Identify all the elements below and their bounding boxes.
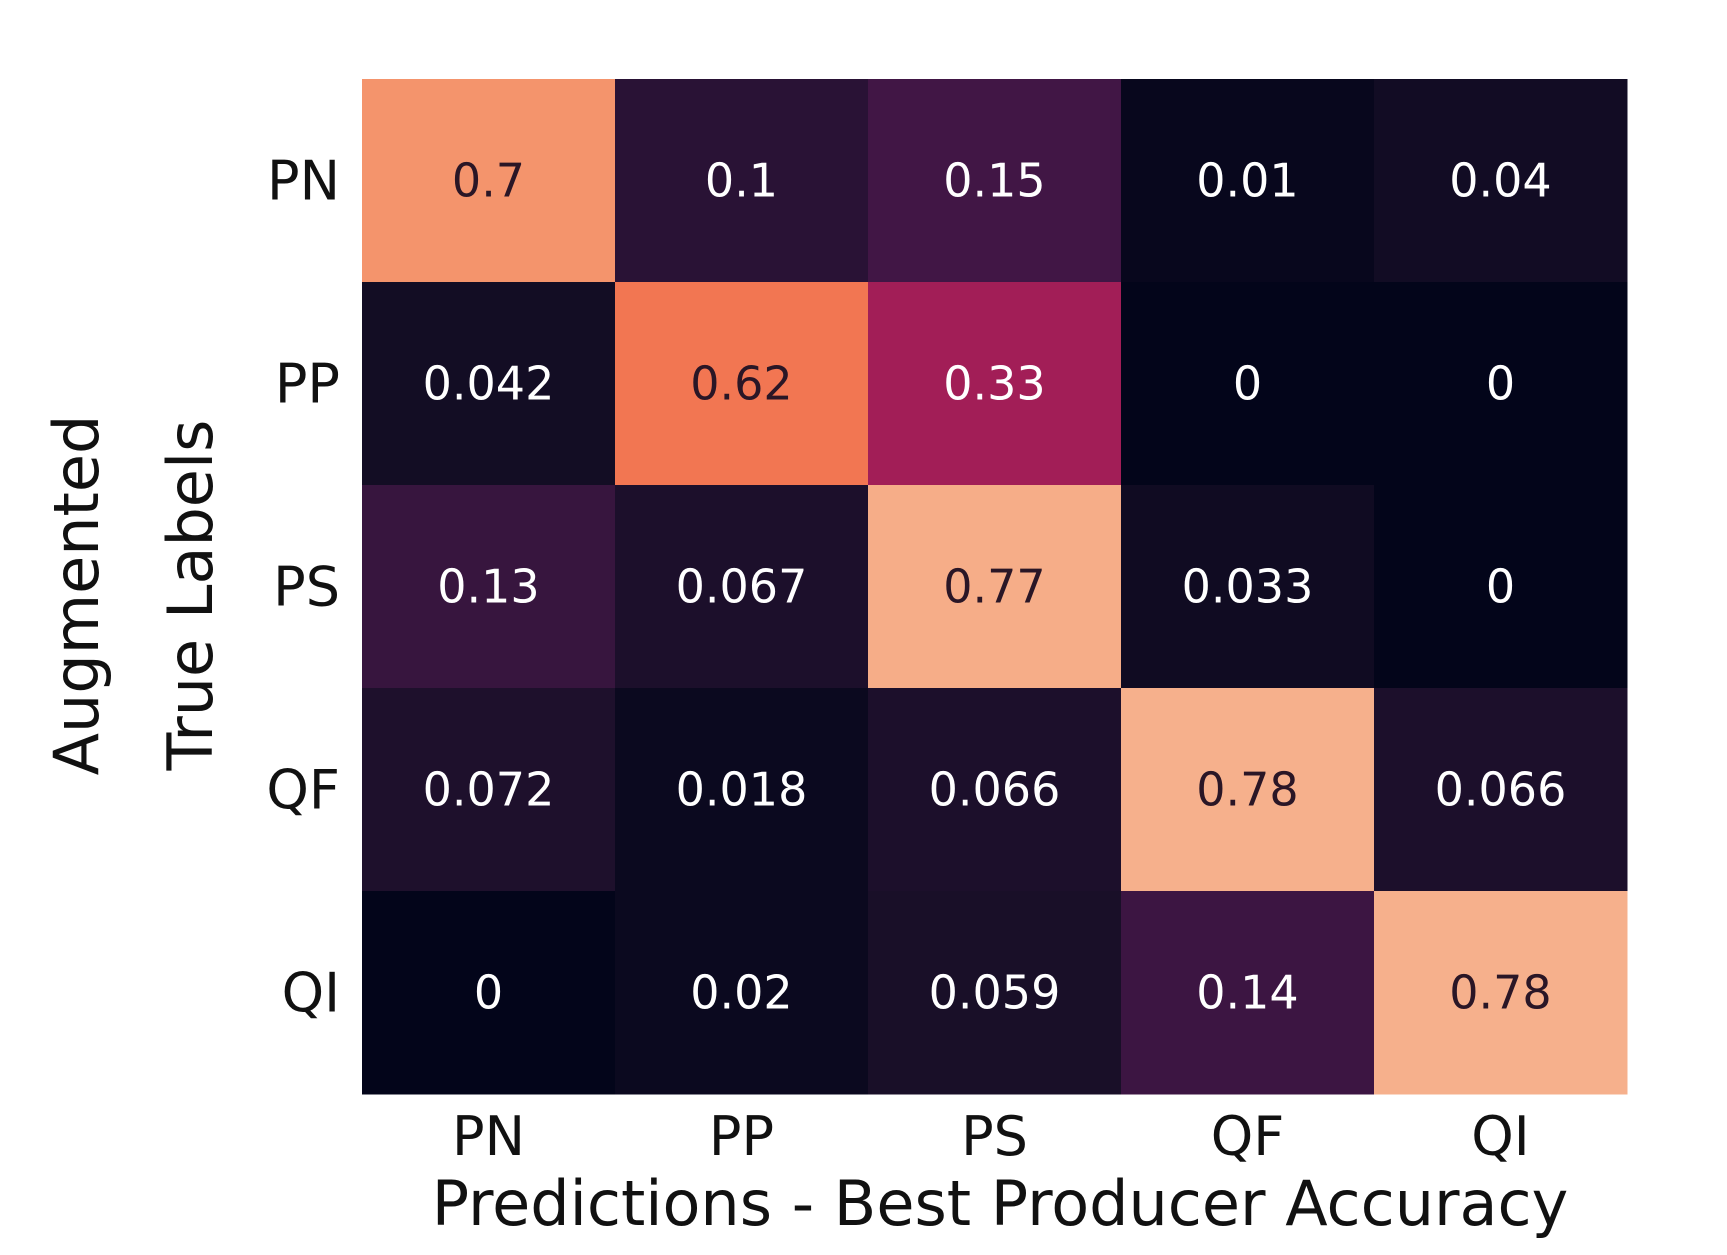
- heatmap-cell-qf-qi: [1374, 688, 1628, 892]
- cell-value-label-pp-ps: 0.33: [943, 357, 1045, 411]
- heatmap-cell-pp-ps: [868, 282, 1122, 486]
- cell-value-label-ps-ps: 0.77: [943, 560, 1045, 614]
- heatmap-cell-pp-pp: [615, 282, 869, 486]
- cell-value-label-ps-qi: 0: [1486, 560, 1515, 614]
- heatmap-cell-pn-pn: [362, 79, 616, 283]
- y-axis-label-line-2: True Labels: [154, 420, 227, 772]
- cell-value-label-pn-pp: 0.1: [705, 154, 778, 208]
- heatmap-cell-pn-qf: [1121, 79, 1375, 283]
- heatmap-cell-qf-qf: [1121, 688, 1375, 892]
- cell-value-label-qf-pn: 0.072: [423, 763, 555, 817]
- cell-value-label-pn-qf: 0.01: [1196, 154, 1298, 208]
- x-axis-label: Predictions - Best Producer Accuracy: [432, 1167, 1569, 1240]
- cell-value-label-pp-pp: 0.62: [690, 357, 792, 411]
- cell-value-label-qf-qi: 0.066: [1435, 763, 1567, 817]
- x-tick-label-pp: PP: [709, 1105, 774, 1168]
- cell-value-label-qi-pp: 0.02: [690, 966, 792, 1020]
- y-tick-label-qf: QF: [266, 759, 340, 822]
- heatmap-cell-qi-qf: [1121, 891, 1375, 1095]
- heatmap-cell-ps-pn: [362, 485, 616, 689]
- heatmap-cell-ps-qi: [1374, 485, 1628, 689]
- cell-value-label-qi-ps: 0.059: [929, 966, 1061, 1020]
- y-axis-label-line-1: Augmented: [40, 415, 113, 776]
- x-tick-label-ps: PS: [961, 1105, 1028, 1168]
- x-tick-label-qi: QI: [1471, 1105, 1529, 1168]
- heatmap-cell-qf-pp: [615, 688, 869, 892]
- cell-value-label-pn-ps: 0.15: [943, 154, 1045, 208]
- heatmap-cell-ps-pp: [615, 485, 869, 689]
- y-tick-labels: PN PP PS QF QI: [266, 150, 340, 1025]
- cell-value-label-pn-qi: 0.04: [1449, 154, 1551, 208]
- heatmap-cell-pp-qf: [1121, 282, 1375, 486]
- y-tick-label-pp: PP: [275, 353, 340, 416]
- cell-value-label-qf-pp: 0.018: [676, 763, 808, 817]
- cell-value-label-qi-pn: 0: [474, 966, 503, 1020]
- heatmap-cell-qf-pn: [362, 688, 616, 892]
- y-tick-label-ps: PS: [273, 556, 340, 619]
- cell-value-label-ps-qf: 0.033: [1182, 560, 1314, 614]
- cell-value-label-pn-pn: 0.7: [452, 154, 525, 208]
- cell-value-label-pp-qf: 0: [1233, 357, 1262, 411]
- cell-value-label-ps-pn: 0.13: [437, 560, 539, 614]
- x-tick-labels: PN PP PS QF QI: [452, 1105, 1530, 1168]
- heatmap-cell-qi-ps: [868, 891, 1122, 1095]
- heatmap-cell-pn-pp: [615, 79, 869, 283]
- heatmap-cell-pp-qi: [1374, 282, 1628, 486]
- cell-value-label-pp-pn: 0.042: [423, 357, 555, 411]
- y-tick-label-pn: PN: [267, 150, 340, 213]
- heatmap-cells: 0.7 0.1 0.15 0.01 0.04 0.042 0.62 0.33 0 0 0.13 0.0…: [362, 79, 1628, 1095]
- heatmap-cell-qi-pn: [362, 891, 616, 1095]
- heatmap-cell-pn-ps: [868, 79, 1122, 283]
- x-tick-label-pn: PN: [452, 1105, 525, 1168]
- cell-value-label-pp-qi: 0: [1486, 357, 1515, 411]
- x-tick-label-qf: QF: [1211, 1105, 1285, 1168]
- heatmap-cell-pn-qi: [1374, 79, 1628, 283]
- cell-value-label-ps-pp: 0.067: [676, 560, 808, 614]
- cell-value-label-qi-qi: 0.78: [1449, 966, 1551, 1020]
- heatmap-cell-qi-qi: [1374, 891, 1628, 1095]
- heatmap-cell-ps-ps: [868, 485, 1122, 689]
- heatmap-cell-qi-pp: [615, 891, 869, 1095]
- cell-value-label-qf-qf: 0.78: [1196, 763, 1298, 817]
- y-tick-label-qi: QI: [282, 962, 340, 1025]
- heatmap-cell-pp-pn: [362, 282, 616, 486]
- heatmap-cell-qf-ps: [868, 688, 1122, 892]
- cell-value-label-qi-qf: 0.14: [1196, 966, 1298, 1020]
- heatmap-cell-ps-qf: [1121, 485, 1375, 689]
- cell-value-label-qf-ps: 0.066: [929, 763, 1061, 817]
